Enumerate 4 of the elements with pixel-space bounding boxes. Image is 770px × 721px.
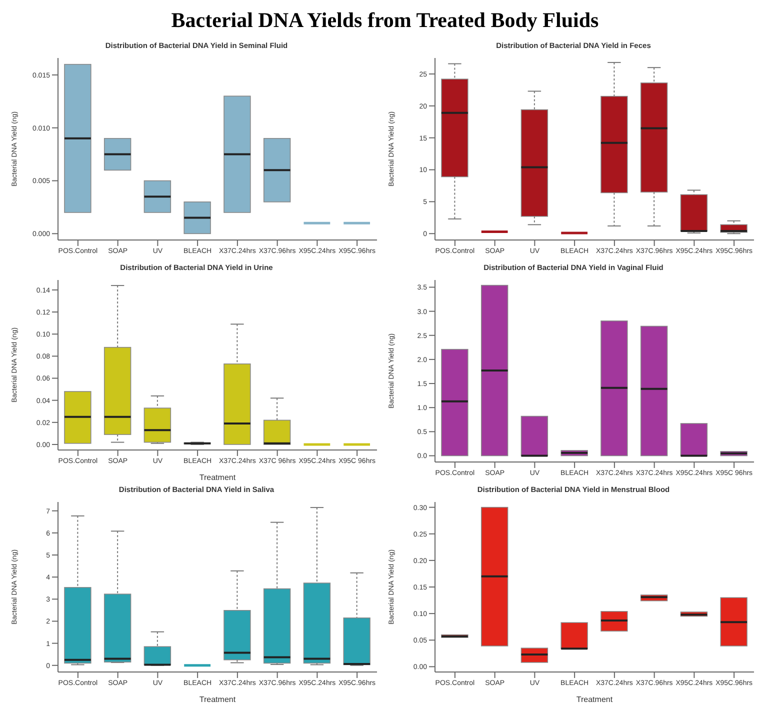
text: Bacterial DNA Yields from Treated Body Fluids [171,8,599,32]
x-axis-title: Treatment [576,695,614,704]
x-axis-title: Treatment [199,473,236,482]
x-axis-title: Treatment [199,695,236,704]
